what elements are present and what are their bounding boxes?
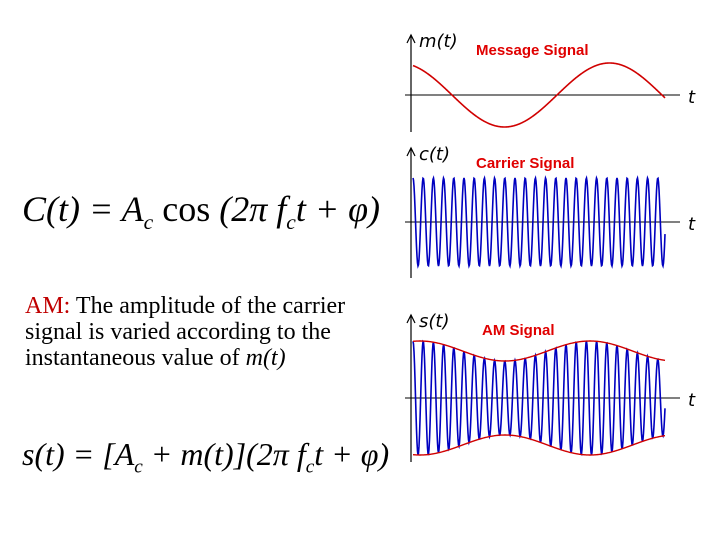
description-text: The amplitude of the carrier signal is v… [25,293,346,371]
am-wave [412,339,666,457]
carrier-wave [412,175,666,269]
time-label: t [688,87,696,108]
formula-subscript: c [286,210,296,235]
plot-title: Message Signal [476,42,589,59]
formula-subscript: c [305,456,315,478]
formula-part: + m(t)](2π f [150,436,306,472]
formula-subscript: c [134,456,143,478]
time-label: t [688,390,696,411]
formula-part: t + φ) [295,189,381,229]
formula-part: C(t) = A [22,189,144,229]
time-label: t [688,214,696,235]
y-arrow [406,146,416,157]
y-arrow [406,33,416,44]
axis-label: c(t) [419,144,450,165]
am-formula: s(t) = [Ac + m(t)](2π fct + φ) [22,436,389,478]
formula-part: s(t) = [A [22,436,135,472]
formula-part: (2π f [219,189,287,229]
axis-label: s(t) [419,311,449,332]
am-envelope-top [412,340,666,362]
carrier-formula: C(t) = Ac cos (2π fct + φ) [22,188,380,235]
message-wave [412,62,666,128]
description-label: AM: [25,293,71,319]
y-arrow [406,313,416,324]
formula-subscript: c [143,210,154,235]
plot-title: AM Signal [482,322,555,339]
axis-label: m(t) [419,31,458,52]
formula-part: cos [162,189,211,229]
description: AM: The amplitude of the carrier signal … [25,293,385,371]
description-term: m(t) [245,345,286,371]
am-envelope-bottom [412,434,666,456]
plot-title: Carrier Signal [476,155,574,172]
formula-part: t + φ) [314,436,390,472]
